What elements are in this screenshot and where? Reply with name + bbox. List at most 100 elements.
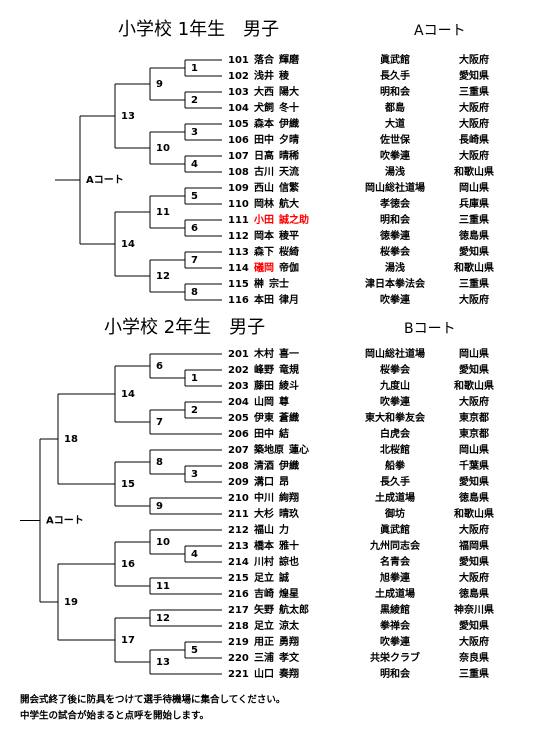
club: 吹拳連 [380, 395, 411, 408]
match-number: 10 [156, 537, 170, 548]
prefecture: 東京都 [459, 427, 489, 440]
family-name: 落合 [254, 53, 275, 66]
club: 大道 [385, 117, 405, 130]
club: 白虎会 [380, 427, 410, 440]
given-name: 天流 [279, 165, 299, 178]
entry-number: 213 [228, 541, 249, 552]
match-number: 7 [156, 417, 163, 428]
club: 東大和拳友会 [365, 411, 425, 424]
entry-name: 田中 夕晴 [254, 133, 299, 146]
entry-number: 204 [228, 397, 249, 408]
prefecture: 東京都 [459, 411, 489, 424]
family-name: 矢野 [254, 603, 274, 616]
prefecture: 岡山県 [459, 181, 489, 194]
entry-number: 104 [228, 103, 249, 114]
entry-number: 218 [228, 621, 249, 632]
match-number: 14 [121, 389, 135, 400]
prefecture: 岡山県 [459, 347, 489, 360]
club: 孝徳会 [379, 197, 410, 210]
entry-name: 伊東 蒼織 [253, 411, 299, 424]
court-label: Bコート [404, 321, 456, 337]
prefecture: 大阪府 [459, 101, 489, 114]
match-number: 1 [191, 63, 198, 74]
family-name: 峰野 [254, 363, 274, 376]
entry-name: 田中結 [254, 427, 289, 440]
family-name: 西山 [254, 181, 274, 194]
match-number: 4 [191, 159, 198, 170]
entry-number: 112 [228, 231, 249, 242]
court-label: Aコート [414, 23, 466, 39]
prefecture: 和歌山県 [453, 261, 494, 274]
family-name: 築地原 [253, 443, 284, 456]
entry-name: 岡本 稜平 [254, 229, 299, 242]
club: 吹拳連 [380, 293, 411, 306]
entry-number: 206 [228, 429, 249, 440]
entry-name: 橋本 雅十 [254, 539, 299, 552]
club: 土成道場 [375, 491, 415, 504]
entry-name: 古川 天流 [254, 165, 299, 178]
prefecture: 岡山県 [459, 443, 489, 456]
match-number: 13 [121, 111, 135, 122]
entry-name: 足立 涼太 [254, 619, 300, 632]
family-name: 大西 [254, 85, 274, 98]
given-name: 航太郎 [279, 603, 309, 616]
given-name: 帝伽 [279, 261, 299, 274]
entry-name: 三浦 孝文 [254, 651, 300, 664]
entry-number: 221 [228, 669, 249, 680]
family-name: 浅井 [254, 69, 274, 82]
entry-name: 中川 絢翔 [254, 491, 299, 504]
match-number: 8 [156, 457, 163, 468]
prefecture: 神奈川県 [454, 603, 494, 616]
club: 明和会 [380, 85, 410, 98]
match-number: 7 [191, 255, 198, 266]
given-name: 涼太 [279, 619, 300, 632]
family-name: 溝口 [254, 475, 274, 488]
entry-name: 足立誠 [254, 571, 289, 584]
given-name: 諒也 [279, 555, 299, 568]
club: 長久手 [380, 69, 410, 82]
given-name: 陽大 [279, 85, 299, 98]
entry-name: 浅井稜 [254, 69, 290, 82]
entry-number: 108 [228, 167, 249, 178]
given-name: 絢翔 [279, 491, 299, 504]
prefecture: 千葉県 [459, 459, 489, 472]
prefecture: 長崎県 [459, 133, 489, 146]
given-name: 力 [279, 523, 289, 536]
final-label: Aコート [86, 174, 124, 186]
match-number: 2 [191, 405, 198, 416]
family-name: 森下 [253, 245, 274, 258]
family-name: 山口 [254, 667, 274, 680]
entry-number: 215 [228, 573, 249, 584]
entry-number: 220 [228, 653, 249, 664]
entry-name: 清酒 伊織 [254, 459, 299, 472]
family-name: 足立 [254, 571, 274, 584]
entry-number: 101 [228, 55, 249, 66]
match-number: 10 [156, 143, 170, 154]
given-name: 冬十 [279, 101, 299, 114]
given-name: 晴玖 [279, 507, 300, 520]
given-name: 雅十 [279, 539, 299, 552]
club: 吹拳連 [380, 149, 411, 162]
family-name: 三浦 [254, 651, 274, 664]
family-name: 古川 [254, 165, 274, 178]
note: 開会式終了後に防具をつけて選手待機場に集合してください。 [20, 694, 285, 706]
club: 都島 [384, 101, 405, 114]
club: 名青会 [380, 555, 410, 568]
given-name: 伊織 [278, 117, 299, 130]
club: 長久手 [380, 475, 410, 488]
given-name: 勇翔 [279, 635, 299, 648]
club: 北桜館 [380, 443, 410, 456]
family-name: 犬飼 [254, 101, 274, 114]
entry-name: 西山 信繁 [254, 181, 300, 194]
entry-name: 本田 律月 [254, 293, 299, 306]
given-name: 誠之助 [279, 213, 309, 226]
entry-number: 209 [228, 477, 249, 488]
match-number: 1 [191, 373, 198, 384]
entry-number: 202 [228, 365, 249, 376]
given-name: 律月 [279, 293, 299, 306]
family-name: 小田 [253, 213, 274, 226]
entry-number: 106 [228, 135, 249, 146]
given-name: 航大 [279, 197, 299, 210]
entry-number: 111 [228, 215, 249, 226]
